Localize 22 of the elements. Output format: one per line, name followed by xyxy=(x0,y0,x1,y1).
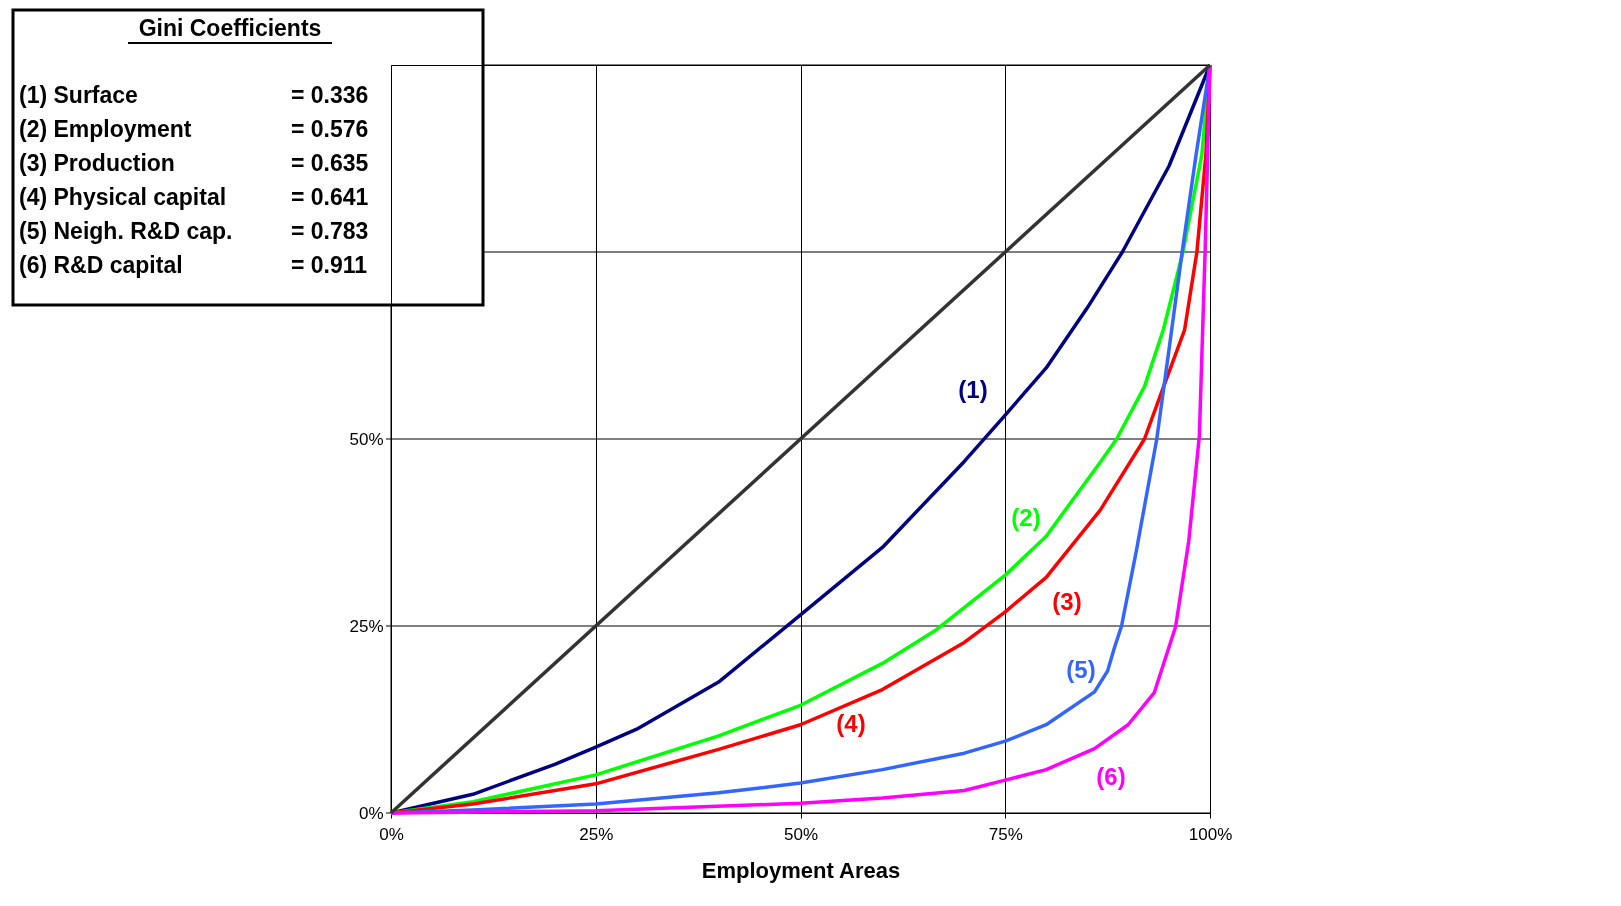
text: Gini Coefficients xyxy=(138,15,322,41)
text: (4) Physical capital = 0.641 xyxy=(19,184,369,210)
x-tick-label: 0% xyxy=(379,824,404,844)
text: (2) Employment = 0.576 xyxy=(19,116,369,142)
y-tick-label: 50% xyxy=(349,429,384,449)
x-axis-title: Employment Areas xyxy=(701,857,901,883)
x-tick-label: 100% xyxy=(1188,824,1233,844)
series-label: (2) xyxy=(1011,504,1041,531)
x-tick-label: 75% xyxy=(988,824,1023,844)
x-tick-label: 25% xyxy=(579,824,614,844)
y-tick-label: 0% xyxy=(358,803,384,823)
series-label: (5) xyxy=(1066,656,1096,683)
text: (6) R&D capital = 0.911 xyxy=(19,252,368,278)
text: (5) Neigh. R&D cap. = 0.783 xyxy=(19,218,369,244)
text: (1) Surface = 0.336 xyxy=(19,82,369,108)
annotation: (4) xyxy=(836,710,866,737)
series-label: (1) xyxy=(958,376,988,403)
y-tick-label: 25% xyxy=(349,616,384,636)
series-label: (6) xyxy=(1096,763,1126,790)
series-label: (3) xyxy=(1052,588,1082,615)
x-tick-label: 50% xyxy=(783,824,819,844)
text: (3) Production = 0.635 xyxy=(19,150,369,176)
